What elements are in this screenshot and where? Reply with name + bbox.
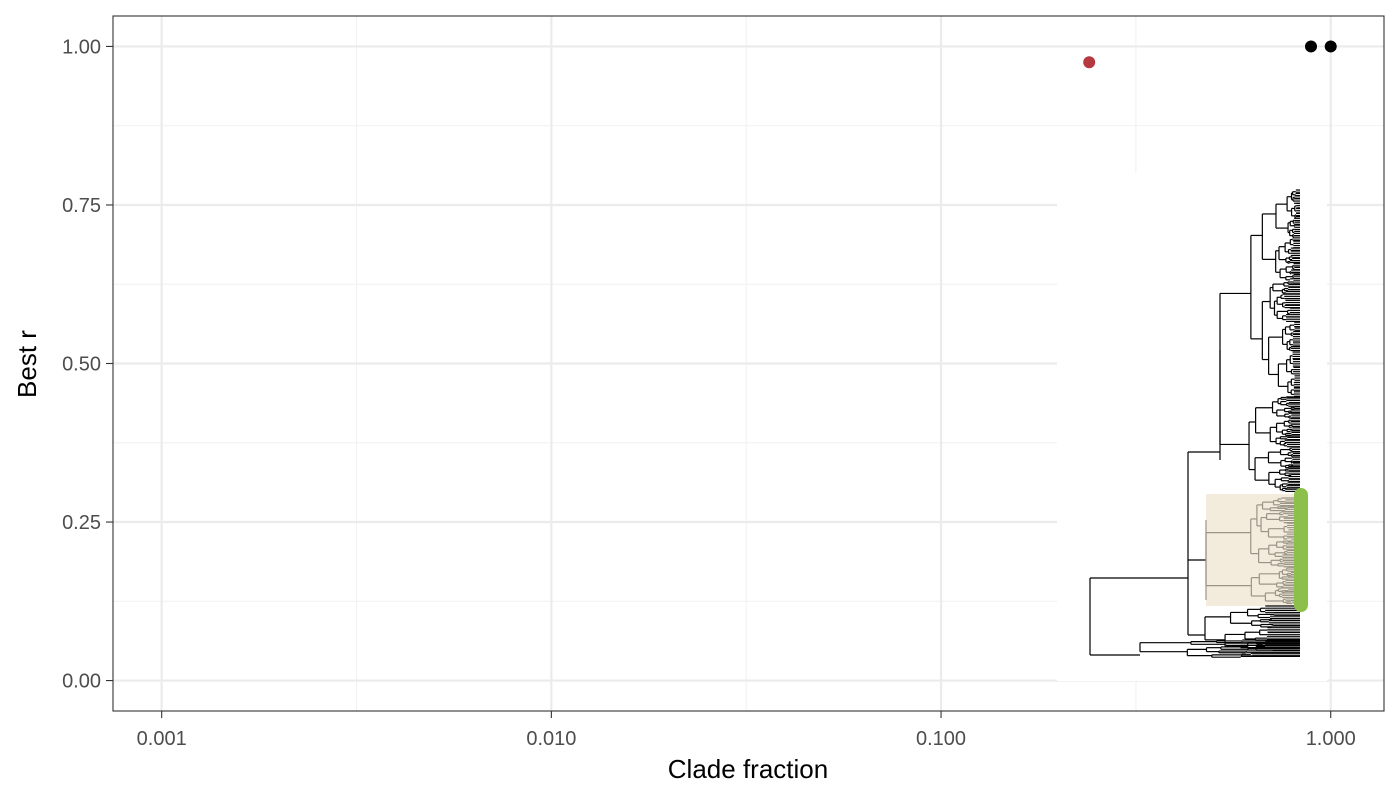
- x-axis-title: Clade fraction: [668, 754, 828, 784]
- x-tick-label: 0.100: [916, 728, 966, 750]
- data-point: [1324, 40, 1337, 53]
- y-tick-label: 0.75: [62, 195, 101, 217]
- points-layer: [1083, 40, 1337, 69]
- x-tick-label: 1.000: [1306, 728, 1356, 750]
- x-tick-label: 0.010: [526, 728, 576, 750]
- y-tick-label: 0.25: [62, 512, 101, 534]
- x-tick-label: 0.001: [137, 728, 187, 750]
- grid-layer: [113, 16, 1384, 711]
- y-tick-label: 0.00: [62, 671, 101, 693]
- data-point: [1083, 56, 1096, 69]
- y-tick-label: 0.50: [62, 354, 101, 376]
- ticks-layer: 0.001 0.010 0.100 1.000 0.00 0.25 0.50 0.75 1.00: [62, 36, 1356, 750]
- data-point: [1305, 40, 1318, 53]
- y-tick-label: 1.00: [62, 36, 101, 58]
- phylogenetic-tree-inset: [1057, 173, 1327, 681]
- y-axis-title: Best r: [12, 330, 42, 398]
